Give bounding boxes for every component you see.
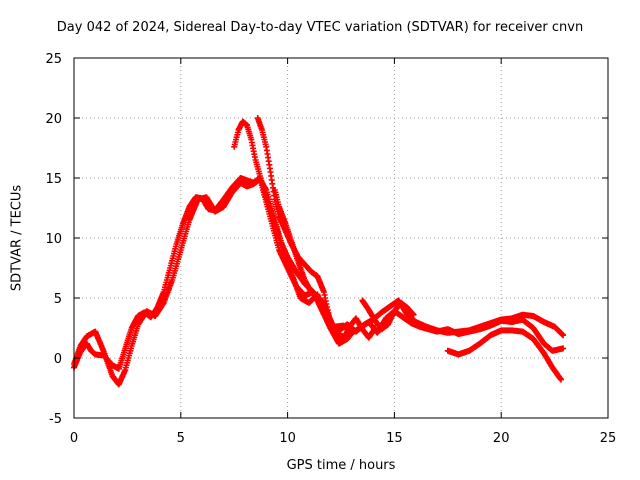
series-track-e (271, 187, 347, 340)
y-tick-label: -5 (49, 412, 62, 427)
x-tick-label: 0 (70, 431, 78, 446)
series-points (71, 175, 567, 372)
axis-ticks: 0 5 10 15 20 25 -5 0 5 10 15 20 25 (45, 52, 616, 446)
y-tick-label: 20 (45, 112, 62, 127)
y-tick-label: 10 (45, 232, 62, 247)
series-track-c (231, 118, 357, 347)
series-track-g (444, 327, 564, 383)
series-points (444, 327, 564, 383)
x-axis-label: GPS time / hours (286, 458, 396, 473)
x-tick-label: 5 (177, 431, 185, 446)
series-points (231, 118, 357, 347)
x-tick-label: 25 (600, 431, 617, 446)
x-tick-label: 10 (279, 431, 296, 446)
x-tick-label: 15 (386, 431, 403, 446)
chart-title: Day 042 of 2024, Sidereal Day-to-day VTE… (56, 20, 584, 35)
series-track-f (359, 297, 417, 333)
series-points (271, 187, 347, 340)
y-axis-label: SDTVAR / TECUs (9, 184, 25, 292)
y-tick-label: 15 (45, 172, 62, 187)
series-track-a (71, 175, 567, 372)
y-tick-label: 0 (54, 352, 62, 367)
series-points (359, 297, 417, 333)
grid-lines (74, 58, 608, 418)
y-tick-label: 5 (54, 292, 62, 307)
y-tick-label: 25 (45, 52, 62, 67)
x-tick-label: 20 (493, 431, 510, 446)
data-points (71, 115, 567, 388)
